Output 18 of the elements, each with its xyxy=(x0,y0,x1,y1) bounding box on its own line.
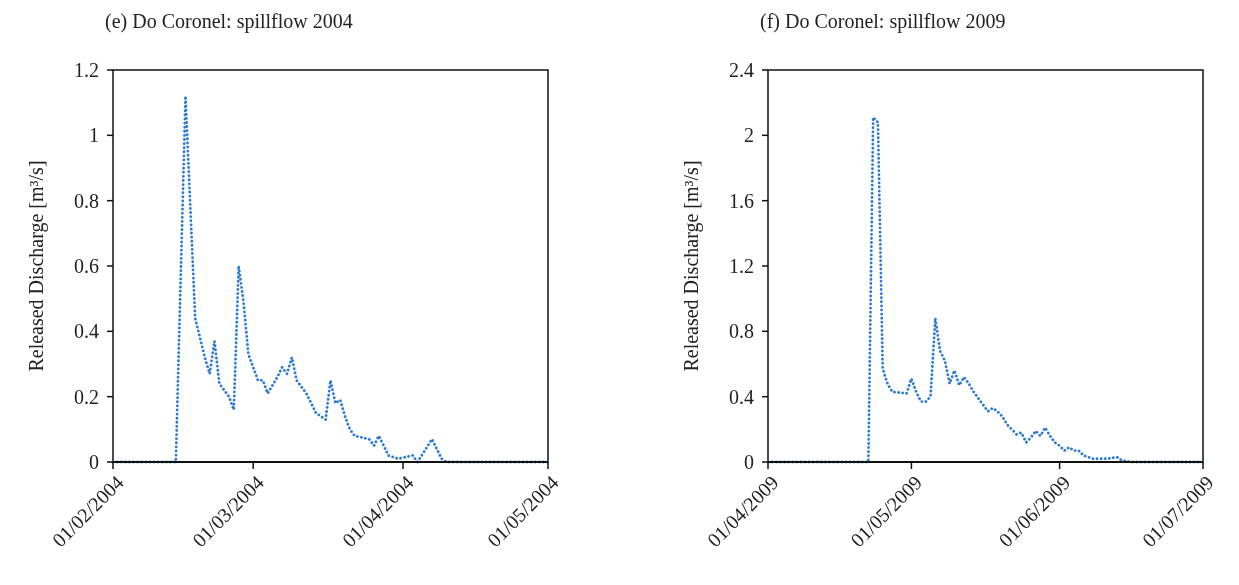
y-axis-title: Released Discharge [m³/s] xyxy=(680,160,703,372)
y-tick-label: 0 xyxy=(89,451,99,473)
y-tick-label: 1.2 xyxy=(729,255,754,277)
y-tick-label: 0.4 xyxy=(729,385,754,408)
y-tick-label: 0.4 xyxy=(74,320,99,343)
y-tick-label: 0.6 xyxy=(74,255,99,277)
chart-title: (f) Do Coronel: spillflow 2009 xyxy=(760,10,1006,33)
y-axis-title: Released Discharge [m³/s] xyxy=(25,160,48,372)
y-tick-label: 1 xyxy=(89,124,99,147)
y-tick-label: 1.6 xyxy=(729,189,754,212)
y-tick-label: 2 xyxy=(744,124,754,147)
y-tick-label: 0.8 xyxy=(74,189,99,212)
y-tick-label: 1.2 xyxy=(74,59,99,81)
chart-title: (e) Do Coronel: spillflow 2004 xyxy=(105,10,353,33)
y-tick-label: 0.2 xyxy=(74,385,99,408)
y-tick-label: 0 xyxy=(744,451,754,473)
y-tick-label: 0.8 xyxy=(729,320,754,343)
y-tick-label: 2.4 xyxy=(729,59,754,81)
